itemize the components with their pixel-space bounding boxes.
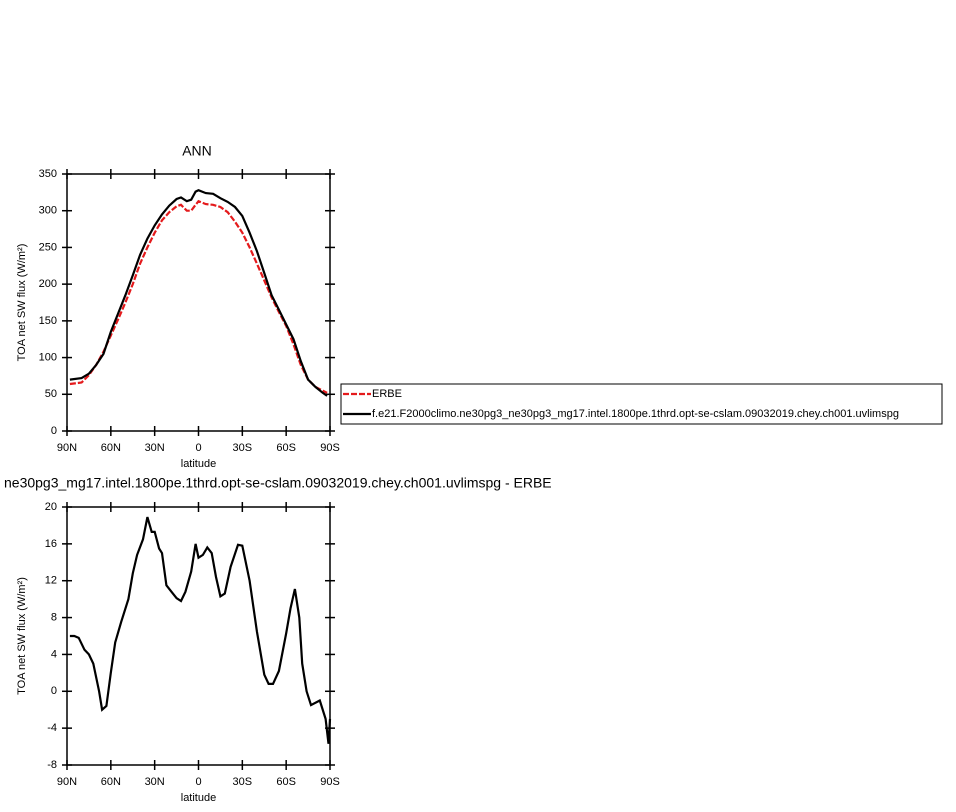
y-axis-label: TOA net SW flux (W/m²) bbox=[16, 244, 28, 362]
y-tick-label: 50 bbox=[45, 388, 57, 400]
plot-frame bbox=[66, 506, 331, 766]
x-tick-label: 30N bbox=[145, 776, 165, 788]
x-tick-label: 90S bbox=[320, 776, 340, 788]
y-tick-label: 350 bbox=[39, 168, 57, 180]
series-line bbox=[69, 199, 328, 394]
y-tick-label: -8 bbox=[47, 759, 57, 771]
y-tick-label: 0 bbox=[51, 425, 57, 437]
x-tick-label: 90N bbox=[57, 776, 77, 788]
chart-title: ANN bbox=[182, 143, 212, 159]
y-tick-label: 150 bbox=[39, 315, 57, 327]
x-tick-label: 90N bbox=[57, 442, 77, 454]
x-tick-label: 60N bbox=[101, 776, 121, 788]
legend-label: f.e21.F2000climo.ne30pg3_ne30pg3_mg17.in… bbox=[372, 408, 899, 420]
plot-frame bbox=[66, 173, 331, 432]
y-tick-label: 16 bbox=[45, 538, 57, 550]
x-tick-label: 0 bbox=[195, 776, 201, 788]
series-line bbox=[69, 188, 328, 397]
y-tick-label: -4 bbox=[47, 722, 57, 734]
x-tick-label: 30S bbox=[233, 442, 253, 454]
y-tick-label: 20 bbox=[45, 501, 57, 513]
legend-box bbox=[340, 383, 943, 425]
x-tick-label: 30S bbox=[233, 776, 253, 788]
y-axis-label: TOA net SW flux (W/m²) bbox=[16, 577, 28, 695]
y-tick-label: 100 bbox=[39, 351, 57, 363]
y-tick-label: 12 bbox=[45, 575, 57, 587]
y-tick-label: 300 bbox=[39, 205, 57, 217]
y-tick-label: 8 bbox=[51, 611, 57, 623]
x-axis-label: latitude bbox=[181, 792, 216, 804]
chart-title: ne30pg3_mg17.intel.1800pe.1thrd.opt-se-c… bbox=[4, 475, 552, 491]
y-tick-label: 0 bbox=[51, 685, 57, 697]
y-tick-label: 4 bbox=[51, 648, 57, 660]
legend-label: ERBE bbox=[372, 388, 402, 400]
x-tick-label: 30N bbox=[145, 442, 165, 454]
x-tick-label: 90S bbox=[320, 442, 340, 454]
x-tick-label: 60S bbox=[276, 442, 296, 454]
x-tick-label: 0 bbox=[195, 442, 201, 454]
x-axis-label: latitude bbox=[181, 458, 216, 470]
x-tick-label: 60N bbox=[101, 442, 121, 454]
y-tick-label: 200 bbox=[39, 278, 57, 290]
x-tick-label: 60S bbox=[276, 776, 296, 788]
series-line bbox=[69, 516, 332, 744]
y-tick-label: 250 bbox=[39, 241, 57, 253]
